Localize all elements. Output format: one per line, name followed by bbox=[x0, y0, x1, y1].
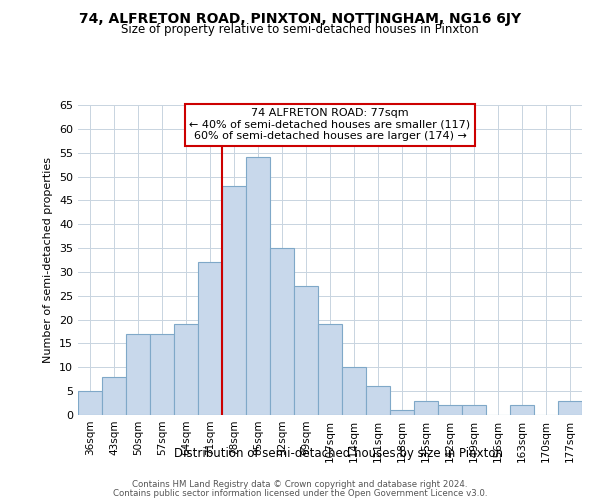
Bar bbox=[294, 286, 318, 415]
Bar bbox=[390, 410, 414, 415]
Text: 74 ALFRETON ROAD: 77sqm
← 40% of semi-detached houses are smaller (117)
60% of s: 74 ALFRETON ROAD: 77sqm ← 40% of semi-de… bbox=[190, 108, 470, 142]
Bar bbox=[198, 262, 222, 415]
Bar bbox=[414, 400, 438, 415]
Y-axis label: Number of semi-detached properties: Number of semi-detached properties bbox=[43, 157, 53, 363]
Text: Contains HM Land Registry data © Crown copyright and database right 2024.: Contains HM Land Registry data © Crown c… bbox=[132, 480, 468, 489]
Bar bbox=[366, 386, 390, 415]
Bar bbox=[126, 334, 150, 415]
Bar bbox=[270, 248, 294, 415]
Bar bbox=[462, 406, 486, 415]
Bar bbox=[558, 400, 582, 415]
Text: Size of property relative to semi-detached houses in Pinxton: Size of property relative to semi-detach… bbox=[121, 22, 479, 36]
Text: 74, ALFRETON ROAD, PINXTON, NOTTINGHAM, NG16 6JY: 74, ALFRETON ROAD, PINXTON, NOTTINGHAM, … bbox=[79, 12, 521, 26]
Bar bbox=[102, 377, 126, 415]
Bar bbox=[510, 406, 534, 415]
Bar bbox=[342, 368, 366, 415]
Bar bbox=[78, 391, 102, 415]
Bar bbox=[174, 324, 198, 415]
Bar bbox=[150, 334, 174, 415]
Bar bbox=[318, 324, 342, 415]
Text: Distribution of semi-detached houses by size in Pinxton: Distribution of semi-detached houses by … bbox=[175, 448, 503, 460]
Bar bbox=[246, 158, 270, 415]
Text: Contains public sector information licensed under the Open Government Licence v3: Contains public sector information licen… bbox=[113, 489, 487, 498]
Bar bbox=[222, 186, 246, 415]
Bar bbox=[438, 406, 462, 415]
